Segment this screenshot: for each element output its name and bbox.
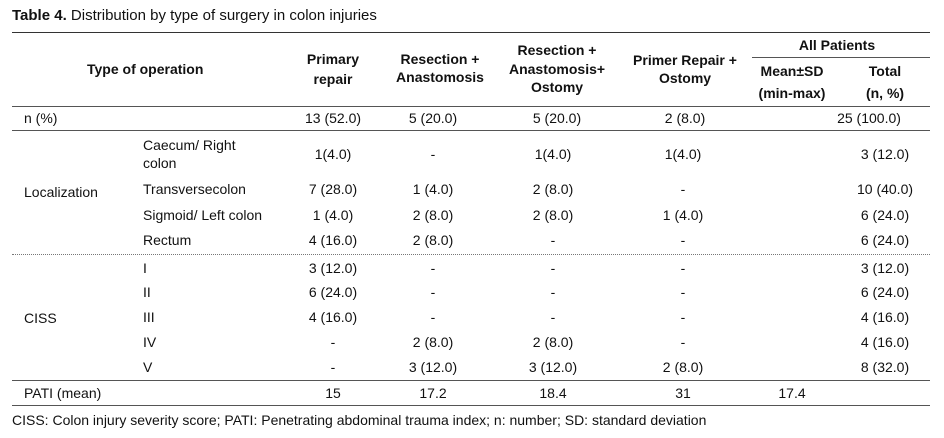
row-sublabel: IV bbox=[143, 334, 157, 350]
cell-primer-repair-ostomy: - bbox=[680, 232, 686, 248]
cell-resection-anastomosis-ostomy: 5 (20.0) bbox=[532, 110, 582, 126]
cell-total: 25 (100.0) bbox=[837, 110, 901, 126]
cell-primer-repair-ostomy: 1 (4.0) bbox=[662, 207, 704, 223]
cell-resection-anastomosis-ostomy: - bbox=[550, 260, 556, 276]
ciss-rule bbox=[12, 380, 930, 381]
localization-rule bbox=[12, 254, 930, 255]
row-sublabel: Transversecolon bbox=[143, 181, 246, 197]
header-resection-anastomosis-line1: Resection + bbox=[400, 51, 480, 67]
cell-total: 6 (24.0) bbox=[860, 232, 910, 248]
cell-resection-anastomosis-ostomy: 3 (12.0) bbox=[528, 359, 578, 375]
header-resection-anastomosis-ostomy-line2: Anastomosis+ bbox=[508, 61, 606, 77]
cell-resection-anastomosis-ostomy: 1(4.0) bbox=[534, 146, 572, 162]
header-all-patients: All Patients bbox=[798, 37, 876, 53]
cell-primary-repair: - bbox=[330, 334, 336, 350]
header-primer-repair-ostomy-line1: Primer Repair + bbox=[633, 52, 737, 68]
table-caption: Table 4. Distribution by type of surgery… bbox=[12, 6, 377, 26]
cell-resection-anastomosis: - bbox=[430, 309, 436, 325]
cell-resection-anastomosis: - bbox=[430, 260, 436, 276]
cell-primer-repair-ostomy: 31 bbox=[675, 385, 691, 401]
cell-total: 4 (16.0) bbox=[860, 334, 910, 350]
row-sublabel: II bbox=[143, 284, 151, 300]
header-resection-anastomosis-line2: Anastomosis bbox=[396, 69, 484, 85]
cell-resection-anastomosis-ostomy: 2 (8.0) bbox=[532, 181, 574, 197]
cell-resection-anastomosis: 2 (8.0) bbox=[412, 207, 454, 223]
all-patients-rule bbox=[752, 57, 930, 58]
cell-primary-repair: 13 (52.0) bbox=[304, 110, 362, 126]
cell-primer-repair-ostomy: - bbox=[680, 284, 686, 300]
cell-total: 4 (16.0) bbox=[860, 309, 910, 325]
cell-resection-anastomosis-ostomy: - bbox=[550, 232, 556, 248]
n-row-rule bbox=[12, 130, 930, 131]
cell-primary-repair: 7 (28.0) bbox=[308, 181, 358, 197]
cell-primary-repair: 3 (12.0) bbox=[308, 260, 358, 276]
cell-primer-repair-ostomy: - bbox=[680, 309, 686, 325]
row-sublabel: Sigmoid/ Left colon bbox=[143, 207, 263, 223]
cell-resection-anastomosis-ostomy: 18.4 bbox=[539, 385, 567, 401]
header-resection-anastomosis-ostomy-line3: Ostomy bbox=[530, 79, 584, 95]
cell-resection-anastomosis: 2 (8.0) bbox=[412, 232, 454, 248]
header-total: Total bbox=[868, 63, 902, 79]
cell-resection-anastomosis: 5 (20.0) bbox=[408, 110, 458, 126]
header-rule bbox=[12, 106, 930, 107]
row-sublabel: I bbox=[143, 260, 147, 276]
row-sublabel-line2: colon bbox=[143, 155, 177, 171]
table-label: Table 4. bbox=[12, 7, 67, 24]
cell-primary-repair: 1 (4.0) bbox=[312, 207, 354, 223]
row-label: n (%) bbox=[24, 110, 58, 126]
top-rule bbox=[12, 32, 930, 33]
cell-primary-repair: 4 (16.0) bbox=[308, 309, 358, 325]
cell-total: 6 (24.0) bbox=[860, 207, 910, 223]
cell-resection-anastomosis-ostomy: - bbox=[550, 309, 556, 325]
cell-resection-anastomosis-ostomy: 2 (8.0) bbox=[532, 207, 574, 223]
cell-primer-repair-ostomy: 2 (8.0) bbox=[662, 359, 704, 375]
table-title: Distribution by type of surgery in colon… bbox=[66, 7, 377, 24]
header-resection-anastomosis-ostomy-line1: Resection + bbox=[517, 42, 597, 58]
cell-total: 10 (40.0) bbox=[856, 181, 914, 197]
cell-primer-repair-ostomy: - bbox=[680, 260, 686, 276]
cell-primer-repair-ostomy: - bbox=[680, 181, 686, 197]
cell-primary-repair: 15 bbox=[325, 385, 341, 401]
cell-total: 8 (32.0) bbox=[860, 359, 910, 375]
cell-primary-repair: 4 (16.0) bbox=[308, 232, 358, 248]
cell-total: 6 (24.0) bbox=[860, 284, 910, 300]
cell-resection-anastomosis: 1 (4.0) bbox=[412, 181, 454, 197]
cell-primary-repair: - bbox=[330, 359, 336, 375]
header-min-max: (min-max) bbox=[758, 85, 826, 101]
header-primary-repair-line1: Primary bbox=[306, 51, 360, 67]
group-label-ciss: CISS bbox=[24, 310, 57, 326]
row-sublabel: Rectum bbox=[143, 232, 192, 248]
cell-resection-anastomosis: 3 (12.0) bbox=[408, 359, 458, 375]
cell-primary-repair: 1(4.0) bbox=[314, 146, 352, 162]
header-n-percent: (n, %) bbox=[865, 85, 905, 101]
header-primer-repair-ostomy-line2: Ostomy bbox=[658, 70, 712, 86]
bottom-rule bbox=[12, 405, 930, 406]
cell-primer-repair-ostomy: 1(4.0) bbox=[664, 146, 702, 162]
cell-resection-anastomosis: 2 (8.0) bbox=[412, 334, 454, 350]
header-mean-sd: Mean±SD bbox=[760, 63, 824, 79]
header-primary-repair-line2: repair bbox=[313, 71, 353, 87]
cell-resection-anastomosis: - bbox=[430, 146, 436, 162]
group-label-localization: Localization bbox=[24, 184, 98, 200]
cell-resection-anastomosis: 17.2 bbox=[419, 385, 447, 401]
row-sublabel: III bbox=[143, 309, 155, 325]
cell-mean: 17.4 bbox=[778, 385, 806, 401]
cell-resection-anastomosis-ostomy: - bbox=[550, 284, 556, 300]
cell-total: 3 (12.0) bbox=[860, 146, 910, 162]
table-footnote: CISS: Colon injury severity score; PATI:… bbox=[12, 412, 707, 428]
row-sublabel: V bbox=[143, 359, 153, 375]
cell-primary-repair: 6 (24.0) bbox=[308, 284, 358, 300]
row-sublabel: Caecum/ Right bbox=[143, 137, 236, 153]
row-label: PATI (mean) bbox=[24, 385, 102, 401]
cell-resection-anastomosis: - bbox=[430, 284, 436, 300]
header-type-of-operation: Type of operation bbox=[87, 61, 204, 77]
cell-primer-repair-ostomy: - bbox=[680, 334, 686, 350]
cell-resection-anastomosis-ostomy: 2 (8.0) bbox=[532, 334, 574, 350]
cell-primer-repair-ostomy: 2 (8.0) bbox=[664, 110, 706, 126]
cell-total: 3 (12.0) bbox=[860, 260, 910, 276]
